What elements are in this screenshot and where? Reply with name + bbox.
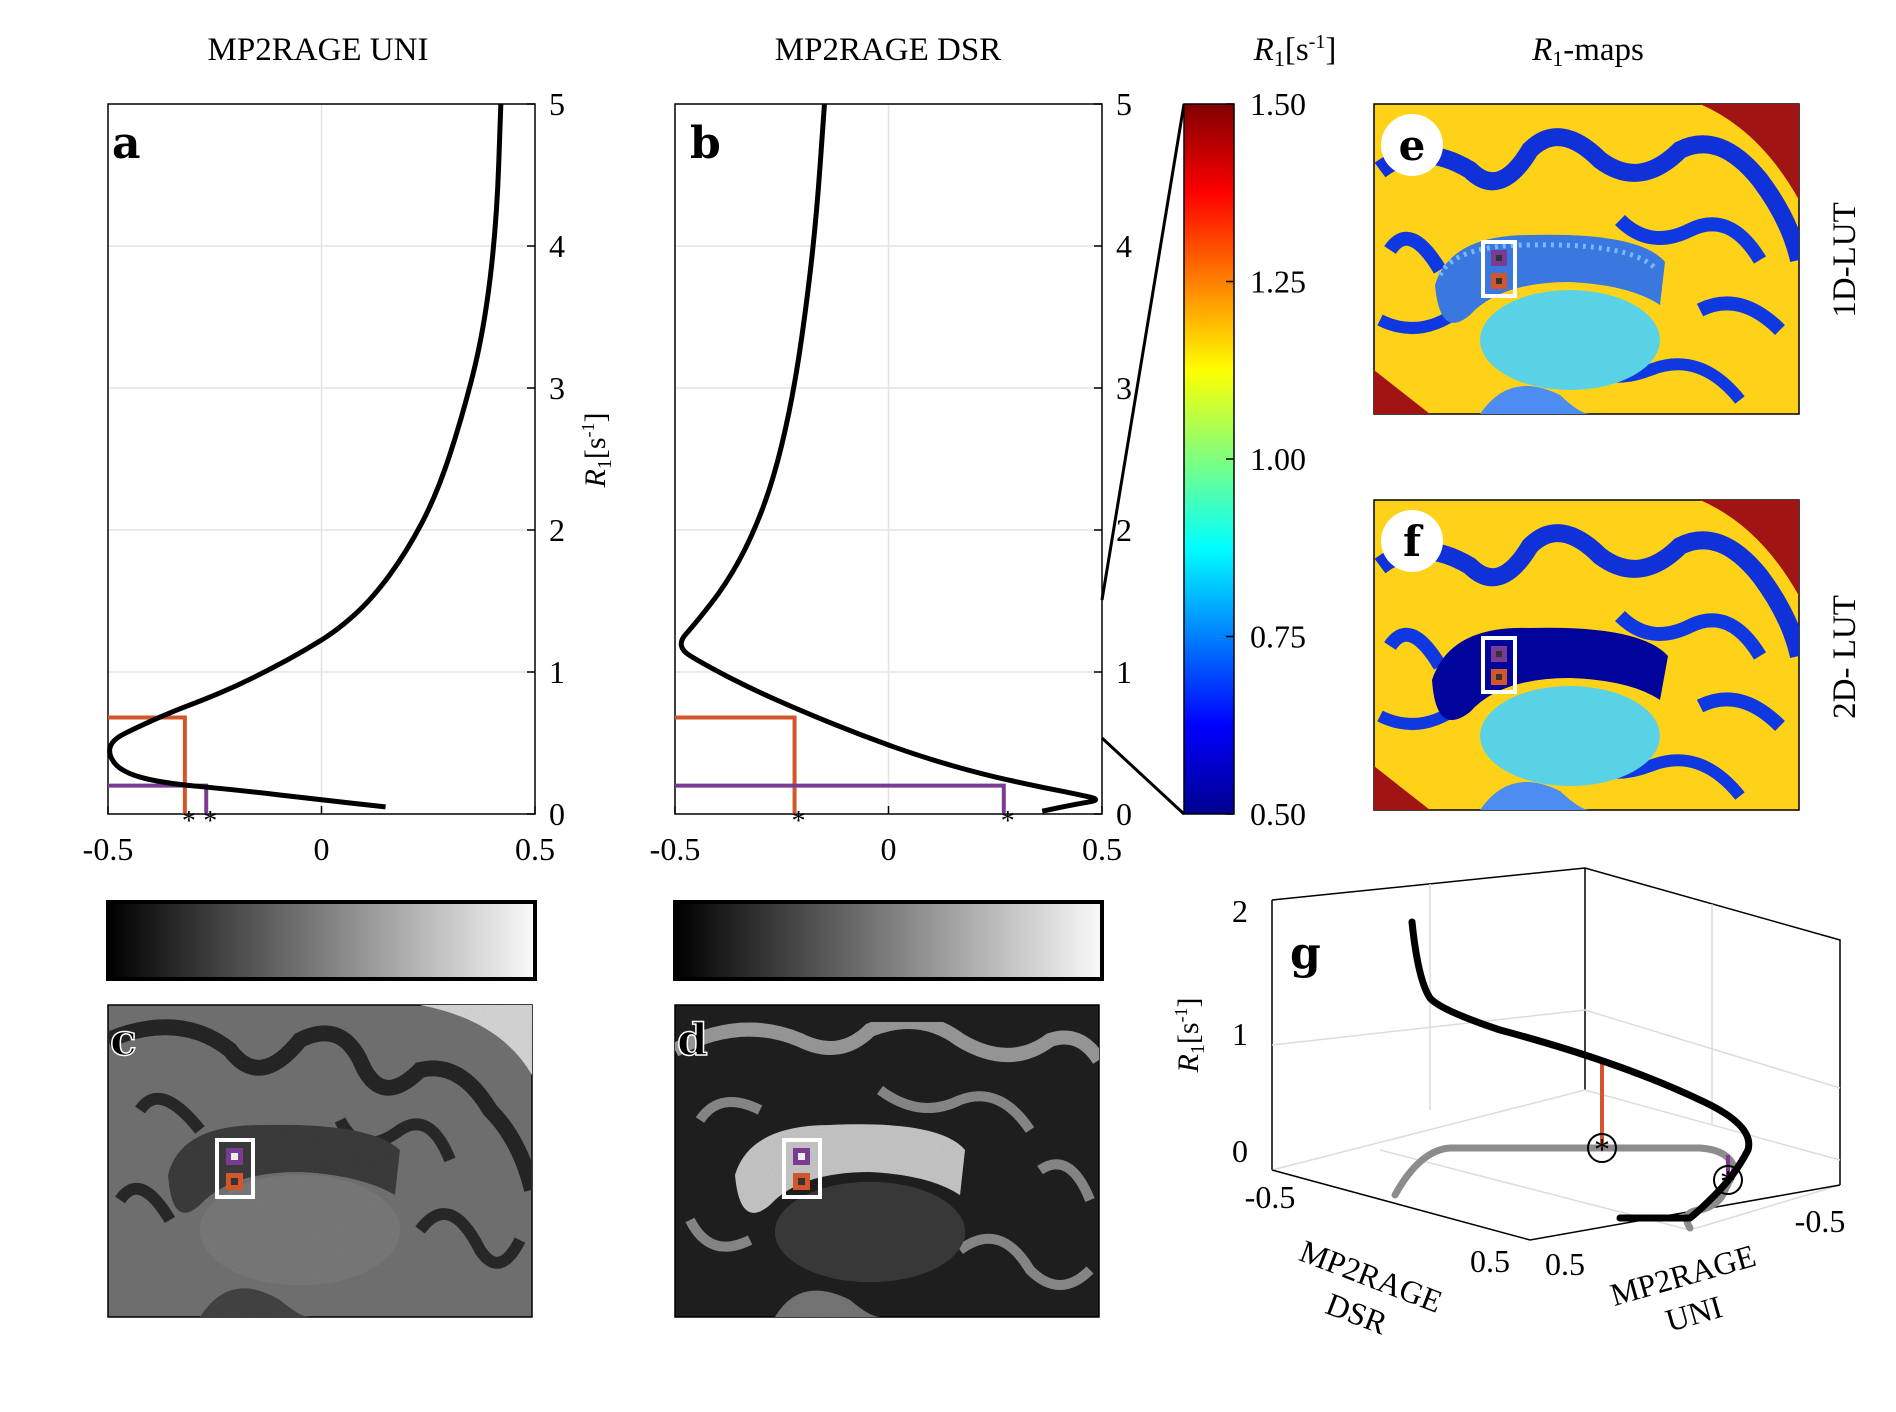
a-xtick-label: -0.5 (83, 831, 134, 867)
chart-g-xtick-label: -0.5 (1245, 1179, 1296, 1215)
b-ytick-label: 5 (1116, 86, 1132, 122)
panel-letter-f: f (1403, 517, 1424, 566)
title-uni: MP2RAGE UNI (208, 32, 429, 68)
r1-map-2d-lut: f (1373, 499, 1800, 811)
b-ytick-label: 2 (1116, 512, 1132, 548)
a-ytick-label: 5 (549, 86, 565, 122)
colorbar-tick-label: 0.50 (1250, 796, 1306, 832)
a-ytick-label: 0 (549, 796, 565, 832)
b-purple-guide (675, 783, 1006, 814)
chart-g-ytick-label: 0.5 (1545, 1246, 1585, 1282)
a-ytick-label: 3 (549, 370, 565, 406)
a-ytick-label: 4 (549, 228, 565, 264)
panel-letter-d: d (677, 1015, 708, 1066)
dsr-image-panel: d (674, 1004, 1100, 1318)
chart-b-guides (675, 715, 1006, 814)
chart-g-xlabel: MP2RAGE DSR (1295, 1232, 1447, 1341)
panel-letter-b: b (690, 118, 721, 169)
chart-g-grid (1271, 884, 1841, 1231)
b-purple-marker: * (1001, 806, 1015, 837)
chart-g-ticks: 2 1 0 -0.5 0.5 0.5 -0.5 (1232, 893, 1845, 1282)
b-ytick-label: 1 (1116, 654, 1132, 690)
panel-letter-g: g (1290, 928, 1321, 979)
chart-g-ztick-label: 2 (1232, 893, 1248, 929)
chart-g-box (1271, 867, 1841, 1185)
a-xtick-label: 0.5 (515, 831, 555, 867)
chart-a-markers: * * (182, 806, 217, 837)
chart-g-series (1408, 918, 1753, 1222)
b-ytick-label: 3 (1116, 370, 1132, 406)
b-xtick-label: 0 (881, 831, 897, 867)
chart-g-ztick-label: 0 (1232, 1133, 1248, 1169)
dsr-grayscale-bar (673, 900, 1104, 981)
colorbar-ticks: 1.50 1.25 1.00 0.75 0.50 (1226, 86, 1306, 832)
panel-letter-c: c (110, 1015, 137, 1066)
colorbar-tick-label: 1.25 (1250, 264, 1306, 300)
r1-axis-label: R1[s-1] (578, 413, 616, 489)
chart-b-series (678, 103, 1099, 814)
title-r1-maps: R1-maps (1531, 32, 1644, 71)
title-dsr: MP2RAGE DSR (775, 32, 1001, 68)
panel-letter-e-badge (1381, 114, 1443, 176)
colorbar-zoom-line-top (1100, 103, 1186, 601)
chart-a-grid (108, 104, 535, 814)
a-orange-guide (108, 715, 187, 814)
chart-g-ylabel: MP2RAGE UNI (1606, 1237, 1759, 1338)
colorbar-zoom-line-bottom (1100, 736, 1186, 816)
b-xtick-label: -0.5 (650, 831, 701, 867)
b-ytick-label: 4 (1116, 228, 1132, 264)
a-xtick-label: 0 (314, 831, 330, 867)
chart-g-zlabel: R1[s-1] (1171, 998, 1209, 1074)
a-orange-marker: * (182, 806, 196, 837)
uni-grayscale-bar (106, 900, 537, 981)
b-ytick-label: 0 (1116, 796, 1132, 832)
chart-a-series (107, 103, 504, 810)
b-orange-marker: * (792, 806, 806, 837)
a-ytick-label: 1 (549, 654, 565, 690)
panel-letter-e: e (1399, 121, 1426, 170)
title-colorbar: R1[s-1] (1253, 31, 1337, 71)
colorbar-tick-label: 1.00 (1250, 441, 1306, 477)
row-label-1d-lut: 1D-LUT (1827, 202, 1863, 317)
b-xtick-label: 0.5 (1082, 831, 1122, 867)
svg-text:*: * (1594, 1131, 1610, 1167)
chart-g-3d: 210-0.50.5 0.5-0.5 * * g R1[s-1] MP2RAGE … (1171, 867, 1845, 1342)
b-orange-guide (675, 715, 797, 814)
panel-letter-f-badge (1381, 510, 1443, 572)
colorbar-tick-label: 1.50 (1250, 86, 1306, 122)
a-purple-marker: * (203, 806, 217, 837)
uni-image-panel: c (107, 1004, 533, 1318)
r1-colorbar: 1.50 1.25 1.00 0.75 0.50 (1100, 86, 1306, 832)
colorbar-tick-label: 0.75 (1250, 619, 1306, 655)
chart-g-ztick-label: 1 (1232, 1016, 1248, 1052)
a-ytick-label: 2 (549, 512, 565, 548)
r1-map-1d-lut: e (1373, 103, 1800, 415)
row-label-2d-lut: 2D- LUT (1827, 595, 1863, 719)
chart-b-markers: * * (792, 806, 1015, 837)
chart-g-ytick-label: -0.5 (1795, 1203, 1846, 1239)
chart-g-xtick-label: 0.5 (1470, 1243, 1510, 1279)
chart-b-grid (675, 104, 1102, 814)
panel-letter-a: a (112, 118, 141, 169)
colorbar-gradient (1183, 103, 1235, 815)
